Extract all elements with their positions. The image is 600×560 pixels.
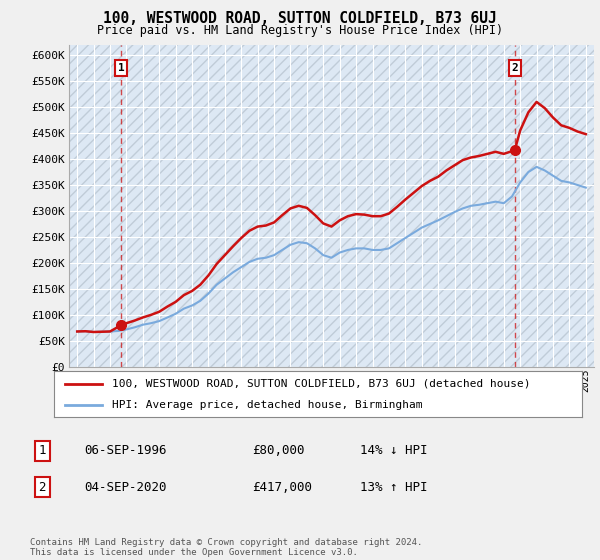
Text: £80,000: £80,000: [252, 444, 305, 458]
Text: £417,000: £417,000: [252, 480, 312, 494]
Text: 06-SEP-1996: 06-SEP-1996: [84, 444, 167, 458]
Text: 2: 2: [38, 480, 46, 494]
Text: Contains HM Land Registry data © Crown copyright and database right 2024.
This d: Contains HM Land Registry data © Crown c…: [30, 538, 422, 557]
Text: Price paid vs. HM Land Registry's House Price Index (HPI): Price paid vs. HM Land Registry's House …: [97, 24, 503, 36]
Text: HPI: Average price, detached house, Birmingham: HPI: Average price, detached house, Birm…: [112, 400, 422, 410]
Text: 14% ↓ HPI: 14% ↓ HPI: [360, 444, 427, 458]
Text: 100, WESTWOOD ROAD, SUTTON COLDFIELD, B73 6UJ: 100, WESTWOOD ROAD, SUTTON COLDFIELD, B7…: [103, 11, 497, 26]
Text: 1: 1: [38, 444, 46, 458]
Text: 100, WESTWOOD ROAD, SUTTON COLDFIELD, B73 6UJ (detached house): 100, WESTWOOD ROAD, SUTTON COLDFIELD, B7…: [112, 379, 530, 389]
Text: 2: 2: [511, 63, 518, 73]
Text: 1: 1: [118, 63, 124, 73]
Text: 13% ↑ HPI: 13% ↑ HPI: [360, 480, 427, 494]
Text: 04-SEP-2020: 04-SEP-2020: [84, 480, 167, 494]
